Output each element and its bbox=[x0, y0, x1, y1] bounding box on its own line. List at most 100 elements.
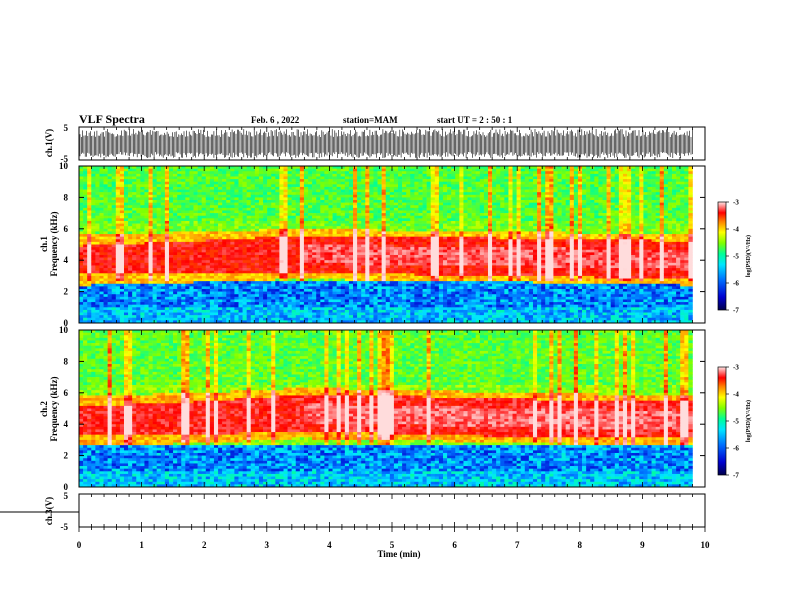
spectrogram-cell bbox=[153, 216, 157, 219]
spectrogram-cell bbox=[189, 218, 193, 221]
spectrogram-cell bbox=[144, 289, 148, 292]
spectrogram-cell bbox=[414, 297, 418, 300]
spectrogram-cell bbox=[414, 229, 418, 232]
spectrogram-cell bbox=[165, 192, 169, 195]
spectrogram-cell bbox=[263, 268, 267, 271]
spectrogram-cell bbox=[410, 210, 414, 213]
spectrogram-cell bbox=[230, 184, 234, 187]
spectrogram-cell bbox=[251, 195, 255, 198]
spectrogram-cell bbox=[390, 297, 394, 300]
spectrogram-cell bbox=[210, 213, 214, 216]
spectrogram-cell bbox=[239, 263, 243, 266]
spectrogram-cell bbox=[283, 245, 287, 248]
spectrogram-cell bbox=[324, 218, 328, 221]
spectrogram-cell bbox=[144, 258, 148, 261]
spectrogram-cell bbox=[288, 234, 292, 237]
spectrogram-cell bbox=[275, 242, 279, 245]
spectrogram-cell bbox=[279, 200, 283, 203]
spectrogram-cell bbox=[87, 289, 91, 292]
date-label: Feb. 6 , 2022 bbox=[251, 115, 300, 125]
spectrogram-cell bbox=[149, 179, 153, 182]
spectrogram-cell bbox=[234, 213, 238, 216]
spectrogram-cell bbox=[292, 231, 296, 234]
spectrogram-cell bbox=[169, 263, 173, 266]
spectrogram-cell bbox=[108, 171, 112, 174]
spectrogram-cell bbox=[271, 192, 275, 195]
spectrogram-cell bbox=[222, 310, 226, 313]
spectrogram-cell bbox=[104, 169, 108, 172]
spectrogram-cell bbox=[402, 169, 406, 172]
spectrogram-cell bbox=[124, 258, 128, 261]
spectrogram-cell bbox=[120, 182, 124, 185]
spectrogram-cell bbox=[267, 289, 271, 292]
spectrogram-cell bbox=[222, 237, 226, 240]
spectrogram-cell bbox=[79, 237, 83, 240]
spectrogram-cell bbox=[140, 195, 144, 198]
spectrogram-cell bbox=[177, 273, 181, 276]
spectrogram-cell bbox=[230, 279, 234, 282]
spectrogram-cell bbox=[357, 237, 361, 240]
spectrogram-cell bbox=[292, 205, 296, 208]
spectrogram-cell bbox=[95, 179, 99, 182]
spectrogram-cell bbox=[214, 247, 218, 250]
spectrogram-cell bbox=[116, 242, 120, 245]
spectrogram-cell bbox=[104, 171, 108, 174]
spectrogram-cell bbox=[95, 271, 99, 274]
spectrogram-cell bbox=[206, 252, 210, 255]
spectrogram-cell bbox=[157, 273, 161, 276]
spectrogram-cell bbox=[324, 318, 328, 321]
spectrogram-cell bbox=[316, 213, 320, 216]
spectrogram-cell bbox=[120, 284, 124, 287]
spectrogram-cell bbox=[288, 237, 292, 240]
spectrogram-cell bbox=[116, 310, 120, 313]
spectrogram-cell bbox=[300, 281, 304, 284]
spectrogram-cell bbox=[373, 279, 377, 282]
spectrogram-cell bbox=[361, 294, 365, 297]
spectrogram-cell bbox=[91, 263, 95, 266]
spectrogram-cell bbox=[373, 174, 377, 177]
spectrogram-cell bbox=[169, 218, 173, 221]
spectrogram-cell bbox=[177, 245, 181, 248]
spectrogram-cell bbox=[263, 281, 267, 284]
spectrogram-cell bbox=[218, 229, 222, 232]
spectrogram-cell bbox=[239, 271, 243, 274]
spectrogram-cell bbox=[144, 307, 148, 310]
spectrogram-cell bbox=[153, 210, 157, 213]
spectrogram-cell bbox=[87, 174, 91, 177]
spectrogram-cell bbox=[263, 302, 267, 305]
spectrogram-cell bbox=[406, 208, 410, 211]
spectrogram-cell bbox=[353, 305, 357, 308]
spectrogram-cell bbox=[402, 221, 406, 224]
spectrogram-cell bbox=[341, 242, 345, 245]
spectrogram-cell bbox=[316, 176, 320, 179]
spectrogram-cell bbox=[378, 203, 382, 206]
spectrogram-cell bbox=[189, 281, 193, 284]
spectrogram-cell bbox=[279, 292, 283, 295]
spectrogram-cell bbox=[198, 315, 202, 318]
spectrogram-cell bbox=[181, 226, 185, 229]
spectrogram-cell bbox=[308, 176, 312, 179]
spectrogram-cell bbox=[243, 258, 247, 261]
spectrogram-cell bbox=[181, 307, 185, 310]
spectrogram-cell bbox=[157, 289, 161, 292]
spectrogram-cell bbox=[198, 263, 202, 266]
spectrogram-cell bbox=[292, 182, 296, 185]
spectrogram-cell bbox=[222, 210, 226, 213]
spectrogram-cell bbox=[165, 279, 169, 282]
spectrogram-cell bbox=[251, 307, 255, 310]
spectrogram-cell bbox=[300, 197, 304, 200]
spectrogram-cell bbox=[234, 305, 238, 308]
spectrogram-cell bbox=[214, 273, 218, 276]
spectrogram-cell bbox=[382, 299, 386, 302]
spectrogram-cell bbox=[214, 171, 218, 174]
spectrogram-cell bbox=[173, 169, 177, 172]
spectrogram-cell bbox=[112, 192, 116, 195]
spectrogram-cell bbox=[312, 208, 316, 211]
spectrogram-cell bbox=[304, 171, 308, 174]
spectrogram-cell bbox=[345, 276, 349, 279]
spectrogram-cell bbox=[353, 242, 357, 245]
spectrogram-cell bbox=[271, 226, 275, 229]
spectrogram-cell bbox=[161, 179, 165, 182]
spectrogram-cell bbox=[390, 190, 394, 193]
spectrogram-cell bbox=[361, 302, 365, 305]
